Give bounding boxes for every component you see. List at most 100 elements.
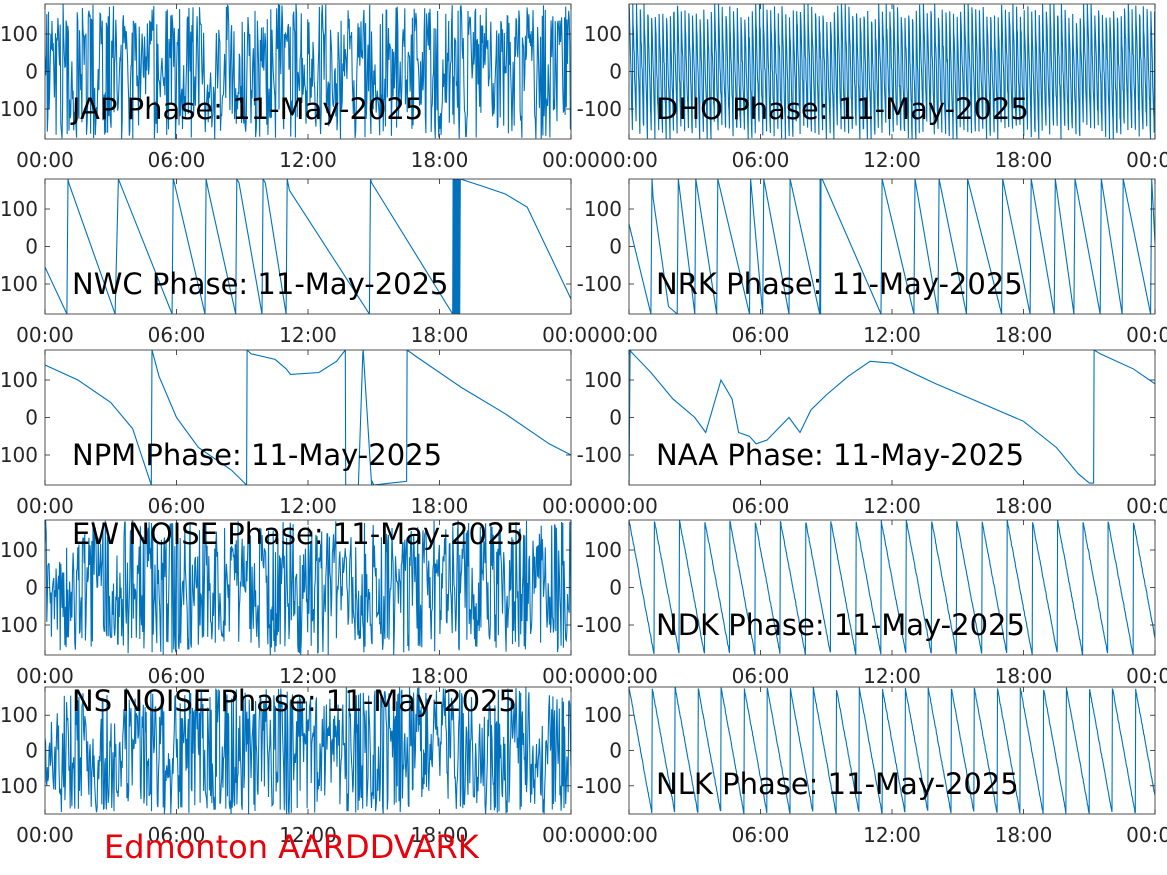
x-tick-label: 00:00 xyxy=(16,664,74,688)
y-tick-label: -100 xyxy=(0,774,38,798)
x-tick-label: 06:00 xyxy=(732,494,790,518)
y-tick-label: -100 xyxy=(577,443,622,467)
phase-series-line xyxy=(45,179,571,314)
phase-series-line xyxy=(629,687,1155,814)
chart-title: NRK Phase: 11-May-2025 xyxy=(656,267,1023,301)
x-tick-label: 18:00 xyxy=(411,494,469,518)
x-tick-label: 06:00 xyxy=(148,664,206,688)
y-tick-label: -100 xyxy=(0,97,38,121)
x-tick-label: 00:00 xyxy=(1126,148,1167,172)
x-tick-label: 18:00 xyxy=(995,148,1053,172)
phase-series-line xyxy=(629,4,1155,139)
x-tick-label: 12:00 xyxy=(863,494,921,518)
y-tick-label: -100 xyxy=(0,613,38,637)
x-tick-label: 06:00 xyxy=(148,494,206,518)
y-tick-label: 0 xyxy=(609,739,622,763)
x-tick-label: 12:00 xyxy=(279,494,337,518)
y-tick-label: -100 xyxy=(577,272,622,296)
y-tick-label: -100 xyxy=(0,272,38,296)
x-tick-label: 12:00 xyxy=(863,664,921,688)
phase-series-line xyxy=(45,687,571,814)
x-tick-label: 00:00 xyxy=(600,323,658,347)
chart-title: NPM Phase: 11-May-2025 xyxy=(72,438,442,472)
y-tick-label: 100 xyxy=(0,22,38,46)
x-tick-label: 00:00 xyxy=(1126,494,1167,518)
plot-area xyxy=(45,179,571,314)
y-tick-label: 0 xyxy=(609,406,622,430)
x-tick-label: 12:00 xyxy=(863,323,921,347)
x-tick-label: 00:00 xyxy=(16,823,74,847)
x-tick-label: 18:00 xyxy=(411,823,469,847)
x-tick-label: 00:00 xyxy=(542,148,600,172)
x-tick-label: 12:00 xyxy=(279,664,337,688)
x-tick-label: 00:00 xyxy=(16,148,74,172)
x-tick-label: 00:00 xyxy=(16,323,74,347)
x-tick-label: 18:00 xyxy=(411,664,469,688)
y-tick-label: 0 xyxy=(609,235,622,259)
chart-panel: 100 0 -100 00:00 06:00 12:00 18:00 00:00 NPM Pha… xyxy=(0,349,600,518)
y-tick-label: 0 xyxy=(25,739,38,763)
x-tick-label: 06:00 xyxy=(732,148,790,172)
chart-panel: 100 0 -100 00:00 06:00 12:00 18:00 00:00 NLK Pha… xyxy=(577,686,1167,847)
chart-title: EW NOISE Phase: 11-May-2025 xyxy=(72,517,524,551)
x-tick-label: 12:00 xyxy=(863,148,921,172)
phase-series-line xyxy=(629,179,1155,314)
x-tick-label: 12:00 xyxy=(279,148,337,172)
chart-title: NS NOISE Phase: 11-May-2025 xyxy=(72,684,517,718)
x-tick-label: 00:00 xyxy=(600,664,658,688)
x-tick-label: 18:00 xyxy=(411,148,469,172)
phase-series-line xyxy=(45,350,571,485)
y-tick-label: 100 xyxy=(0,538,38,562)
y-tick-label: 100 xyxy=(584,197,622,221)
y-tick-label: -100 xyxy=(577,613,622,637)
chart-title: NDK Phase: 11-May-2025 xyxy=(656,608,1025,642)
plot-area xyxy=(629,350,1155,485)
y-tick-label: -100 xyxy=(0,443,38,467)
x-tick-label: 06:00 xyxy=(148,323,206,347)
y-tick-label: 100 xyxy=(0,703,38,727)
x-tick-label: 00:00 xyxy=(542,823,600,847)
y-tick-label: 0 xyxy=(609,60,622,84)
y-tick-label: -100 xyxy=(577,97,622,121)
x-tick-label: 12:00 xyxy=(863,823,921,847)
x-tick-label: 18:00 xyxy=(995,664,1053,688)
y-tick-label: 100 xyxy=(584,22,622,46)
x-tick-label: 18:00 xyxy=(995,494,1053,518)
x-tick-label: 06:00 xyxy=(732,323,790,347)
x-tick-label: 18:00 xyxy=(995,823,1053,847)
y-tick-label: 0 xyxy=(25,60,38,84)
y-tick-label: 100 xyxy=(584,368,622,392)
x-tick-label: 00:00 xyxy=(600,148,658,172)
y-tick-label: 0 xyxy=(609,576,622,600)
y-tick-label: 100 xyxy=(584,538,622,562)
chart-title: NLK Phase: 11-May-2025 xyxy=(656,767,1019,801)
plot-area xyxy=(45,350,571,485)
chart-title: NAA Phase: 11-May-2025 xyxy=(656,438,1024,472)
chart-panel: 100 0 -100 00:00 06:00 12:00 18:00 00:00 NRK Pha… xyxy=(577,178,1167,347)
x-tick-label: 00:00 xyxy=(600,494,658,518)
x-tick-label: 06:00 xyxy=(148,823,206,847)
phase-series-line xyxy=(45,520,571,655)
x-tick-label: 06:00 xyxy=(732,823,790,847)
x-tick-label: 00:00 xyxy=(542,664,600,688)
chart-panel: 100 0 -100 00:00 06:00 12:00 18:00 00:00 NS NOIS… xyxy=(0,684,600,847)
chart-title: NWC Phase: 11-May-2025 xyxy=(72,267,449,301)
x-tick-label: 00:00 xyxy=(16,494,74,518)
x-tick-label: 06:00 xyxy=(148,148,206,172)
x-tick-label: 06:00 xyxy=(732,664,790,688)
x-tick-label: 18:00 xyxy=(995,323,1053,347)
y-tick-label: 100 xyxy=(584,703,622,727)
y-tick-label: 100 xyxy=(0,197,38,221)
chart-title: JAP Phase: 11-May-2025 xyxy=(70,92,423,126)
x-tick-label: 00:00 xyxy=(600,823,658,847)
phase-series-line xyxy=(45,4,571,139)
station-label: Edmonton AARDDVARK xyxy=(104,828,479,866)
chart-panel: 100 0 -100 00:00 06:00 12:00 18:00 00:00 EW NOIS… xyxy=(0,517,600,688)
chart-panel: 100 0 -100 00:00 06:00 12:00 18:00 00:00 NAA Pha… xyxy=(577,349,1167,518)
chart-panel: 100 0 -100 00:00 06:00 12:00 18:00 00:00 NDK Pha… xyxy=(577,519,1167,688)
plot-area xyxy=(629,687,1155,814)
phase-series-line xyxy=(629,520,1155,655)
x-tick-label: 00:00 xyxy=(1126,823,1167,847)
x-tick-label: 00:00 xyxy=(1126,323,1167,347)
y-tick-label: 0 xyxy=(25,235,38,259)
